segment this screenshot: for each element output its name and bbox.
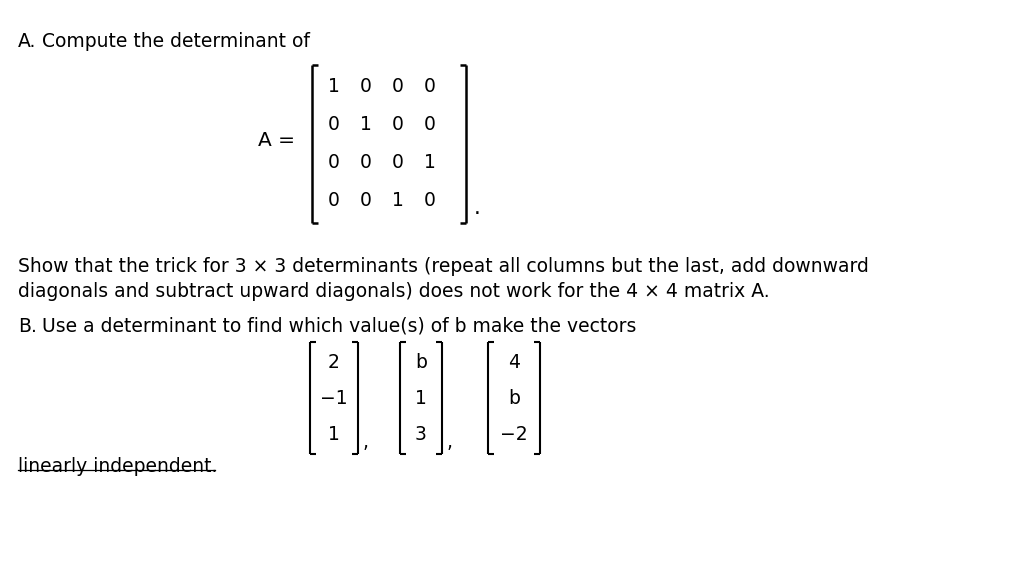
Text: .: .: [474, 198, 481, 218]
Text: 1: 1: [424, 153, 436, 173]
Text: linearly independent.: linearly independent.: [18, 457, 217, 476]
Text: ,: ,: [362, 433, 369, 451]
Text: 2: 2: [328, 352, 340, 371]
Text: 0: 0: [328, 116, 340, 134]
Text: b: b: [415, 352, 427, 371]
Text: −2: −2: [500, 424, 527, 443]
Text: 0: 0: [360, 153, 372, 173]
Text: Compute the determinant of: Compute the determinant of: [42, 32, 310, 51]
Text: A.: A.: [18, 32, 37, 51]
Text: 1: 1: [415, 388, 427, 407]
Text: B.: B.: [18, 317, 37, 336]
Text: 0: 0: [424, 192, 436, 211]
Text: 4: 4: [508, 352, 520, 371]
Text: 1: 1: [392, 192, 403, 211]
Text: 0: 0: [360, 192, 372, 211]
Text: 0: 0: [392, 116, 403, 134]
Text: b: b: [508, 388, 520, 407]
Text: Use a determinant to find which value(s) of b make the vectors: Use a determinant to find which value(s)…: [42, 317, 636, 336]
Text: 0: 0: [360, 78, 372, 97]
Text: 0: 0: [328, 192, 340, 211]
Text: Show that the trick for 3 × 3 determinants (repeat all columns but the last, add: Show that the trick for 3 × 3 determinan…: [18, 257, 869, 276]
Text: 0: 0: [424, 78, 436, 97]
Text: 0: 0: [392, 153, 403, 173]
Text: 0: 0: [328, 153, 340, 173]
Text: 3: 3: [415, 424, 427, 443]
Text: diagonals and subtract upward diagonals) does not work for the 4 × 4 matrix A.: diagonals and subtract upward diagonals)…: [18, 282, 770, 301]
Text: A =: A =: [258, 130, 295, 149]
Text: 1: 1: [360, 116, 372, 134]
Text: 0: 0: [392, 78, 403, 97]
Text: 1: 1: [328, 424, 340, 443]
Text: −1: −1: [321, 388, 348, 407]
Text: 1: 1: [328, 78, 340, 97]
Text: ,: ,: [447, 433, 453, 451]
Text: 0: 0: [424, 116, 436, 134]
